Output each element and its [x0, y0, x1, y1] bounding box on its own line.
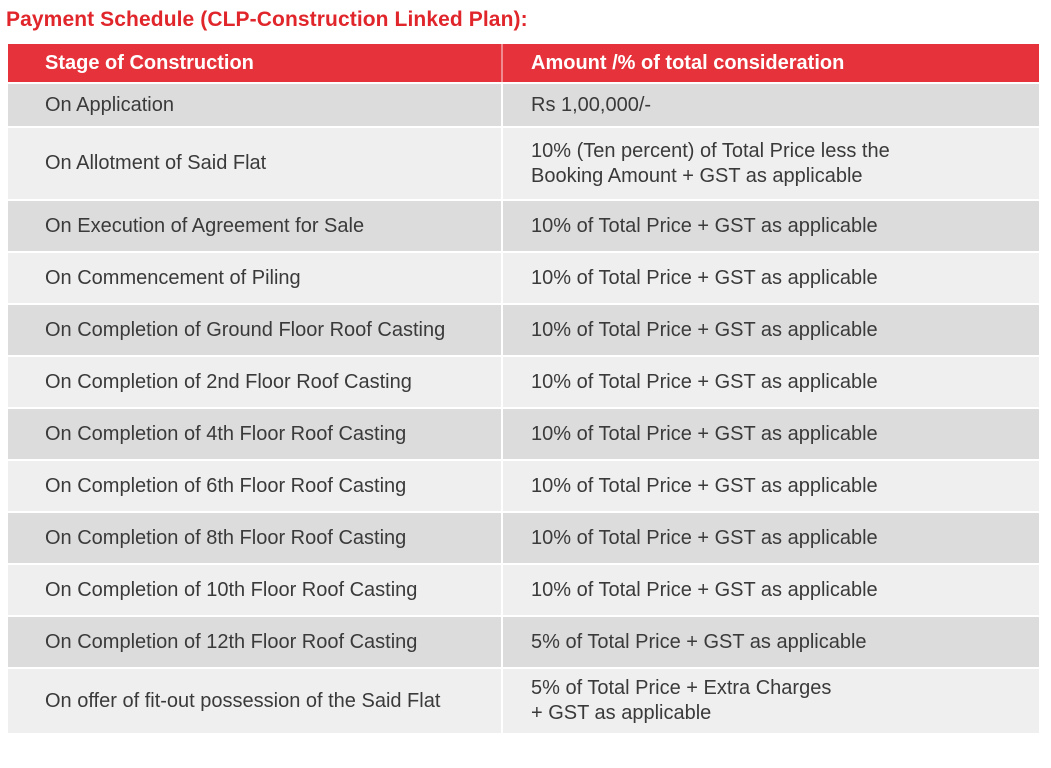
amount-cell: 10% of Total Price + GST as applicable [531, 474, 878, 497]
table-body: On Application Rs 1,00,000/- On Allotment … [8, 84, 1039, 735]
stage-cell: On offer of fit-out possession of the Sa… [8, 669, 503, 733]
amount-cell: 10% of Total Price + GST as applicable [531, 370, 878, 393]
amount-cell: 10% of Total Price + GST as applicable [531, 526, 878, 549]
page-title: Payment Schedule (CLP-Construction Linke… [6, 8, 528, 31]
amount-cell: 10% of Total Price + GST as applicable [531, 578, 878, 601]
stage-cell: On Application [8, 84, 503, 126]
stage-cell: On Completion of 4th Floor Roof Casting [8, 409, 503, 459]
table-row: On Completion of 6th Floor Roof Casting 1… [8, 461, 1039, 513]
table-row: On Completion of 10th Floor Roof Casting… [8, 565, 1039, 617]
stage-cell: On Completion of 10th Floor Roof Casting [8, 565, 503, 615]
amount-cell: 5% of Total Price + GST as applicable [531, 630, 867, 653]
table-row: On Allotment of Said Flat 10% (Ten percen… [8, 128, 1039, 201]
amount-cell: 5% of Total Price + Extra Charges + GST … [531, 677, 832, 724]
table-row: On Completion of Ground Floor Roof Casti… [8, 305, 1039, 357]
stage-cell: On Completion of 8th Floor Roof Casting [8, 513, 503, 563]
table-row: On Completion of 4th Floor Roof Casting 1… [8, 409, 1039, 461]
table-row: On offer of fit-out possession of the Sa… [8, 669, 1039, 735]
amount-cell: 10% of Total Price + GST as applicable [531, 422, 878, 445]
amount-cell: 10% of Total Price + GST as applicable [531, 318, 878, 341]
table-row: On Completion of 8th Floor Roof Casting 1… [8, 513, 1039, 565]
stage-cell: On Completion of 6th Floor Roof Casting [8, 461, 503, 511]
stage-cell: On Allotment of Said Flat [8, 128, 503, 199]
table-row: On Execution of Agreement for Sale 10% of… [8, 201, 1039, 253]
stage-cell: On Completion of 2nd Floor Roof Casting [8, 357, 503, 407]
payment-schedule-table: Stage of Construction Amount /% of total… [8, 44, 1039, 735]
table-row: On Completion of 12th Floor Roof Casting… [8, 617, 1039, 669]
header-amount: Amount /% of total consideration [531, 51, 845, 74]
amount-cell: 10% (Ten percent) of Total Price less th… [531, 139, 890, 187]
stage-cell: On Execution of Agreement for Sale [8, 201, 503, 251]
stage-cell: On Completion of Ground Floor Roof Casti… [8, 305, 503, 355]
table-header-row: Stage of Construction Amount /% of total… [8, 44, 1039, 84]
amount-cell: 10% of Total Price + GST as applicable [531, 214, 878, 237]
amount-cell: 10% of Total Price + GST as applicable [531, 266, 878, 289]
amount-cell: Rs 1,00,000/- [531, 93, 652, 116]
header-stage: Stage of Construction [8, 44, 503, 82]
table-row: On Commencement of Piling 10% of Total Pr… [8, 253, 1039, 305]
stage-cell: On Commencement of Piling [8, 253, 503, 303]
table-row: On Completion of 2nd Floor Roof Casting 1… [8, 357, 1039, 409]
table-row: On Application Rs 1,00,000/- [8, 84, 1039, 128]
stage-cell: On Completion of 12th Floor Roof Casting [8, 617, 503, 667]
